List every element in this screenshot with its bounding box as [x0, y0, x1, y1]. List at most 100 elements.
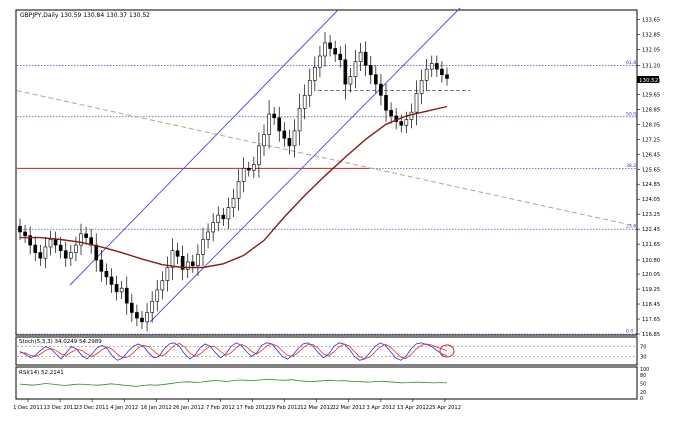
- time-tick-label: 13 Apr 2012: [397, 405, 429, 411]
- candle-body: [399, 121, 404, 126]
- fib-label: 50.0: [626, 111, 636, 117]
- candle-body: [135, 312, 139, 319]
- time-tick-label: 29 Feb 2012: [268, 405, 300, 411]
- price-tick-label: 131.20: [642, 63, 660, 69]
- time-tick-label: 16 Jan 2012: [141, 405, 172, 411]
- price-tick-label: 125.65: [642, 167, 660, 173]
- fib-label: 61.8: [626, 60, 636, 66]
- time-tick-label: 1 Dec 2011: [13, 405, 43, 411]
- candle-body: [79, 233, 83, 246]
- candle-body: [114, 284, 119, 293]
- candle-body: [99, 259, 104, 272]
- time-tick-label: 3 Apr 2012: [366, 405, 395, 411]
- candle-body: [216, 214, 221, 223]
- current-price-marker: 130.52: [637, 76, 659, 84]
- price-tick-label: 116.85: [642, 332, 660, 338]
- candle-body: [292, 130, 297, 147]
- candle-body: [440, 68, 444, 76]
- price-tick-label: 118.45: [642, 302, 660, 308]
- price-tick-label: 127.25: [642, 137, 660, 143]
- stoch-label: Stoch(5,3,3) 34.0249 54.2989: [19, 339, 102, 345]
- time-tick-label: 12 Mar 2012: [300, 405, 333, 411]
- candle-body: [353, 61, 358, 77]
- time-tick-label: 4 Jan 2012: [110, 405, 138, 411]
- candle-body: [409, 111, 414, 120]
- candle-body: [379, 83, 383, 96]
- current-price-box: [637, 76, 659, 83]
- candle-body: [419, 80, 424, 94]
- chart-header: GBPJPY,Daily 130.59 130.84 130.37 130.52: [20, 12, 150, 19]
- candle-body: [43, 246, 48, 259]
- stoch-highlight-circle: [439, 344, 455, 358]
- channel-lower-line: [149, 7, 461, 323]
- candle-body: [18, 226, 22, 233]
- candle-body: [196, 254, 200, 266]
- time-tick-label: 23 Dec 2011: [76, 405, 109, 411]
- candle-body: [206, 231, 210, 240]
- candle-body: [180, 256, 185, 270]
- price-axis: 133.65132.85132.05131.20130.40129.65128.…: [637, 17, 660, 338]
- candle-body: [358, 51, 363, 62]
- candle-body: [191, 261, 195, 266]
- price-tick-label: 119.25: [642, 287, 660, 293]
- candle-body: [69, 252, 73, 259]
- candle-body: [160, 280, 165, 291]
- candle-body: [53, 239, 58, 246]
- candle-body: [414, 93, 419, 113]
- stoch-d-line: [20, 343, 448, 360]
- candle-body: [175, 250, 180, 257]
- candle-body: [429, 63, 434, 70]
- candle-body: [424, 68, 429, 81]
- candle-body: [389, 109, 393, 117]
- candle-body: [74, 244, 78, 253]
- candle-body: [246, 168, 251, 171]
- candle-body: [119, 287, 124, 293]
- candle-body: [318, 55, 322, 68]
- candle-body: [140, 317, 144, 323]
- candle-body: [201, 239, 205, 255]
- price-tick-label: 117.65: [642, 317, 660, 323]
- rsi-label: RSI(14) 52.2141: [19, 370, 64, 376]
- candle-body: [63, 250, 68, 259]
- candle-body: [23, 231, 27, 237]
- time-tick-label: 22 Mar 2012: [332, 405, 365, 411]
- candle-body: [328, 42, 332, 49]
- candle-body: [241, 168, 246, 182]
- candle-body: [435, 63, 439, 70]
- time-tick-label: 17 Feb 2012: [236, 405, 268, 411]
- stoch-tick-label: 70: [640, 345, 647, 351]
- candle-body: [267, 113, 271, 135]
- stoch-tick-label: 30: [640, 355, 647, 361]
- stoch-frame: [15, 336, 638, 366]
- candle-body: [236, 181, 241, 199]
- price-tick-label: 129.65: [642, 92, 660, 98]
- main-panel: GBPJPY,Daily 130.59 130.84 130.37 130.52…: [15, 7, 660, 338]
- moving-average: [20, 105, 448, 269]
- price-tick-label: 124.05: [642, 197, 660, 203]
- rsi-tick-label: 80: [640, 373, 646, 379]
- rsi-frame: [15, 366, 638, 400]
- candle-body: [33, 244, 38, 253]
- candle-body: [231, 197, 236, 208]
- price-tick-label: 132.85: [642, 32, 660, 38]
- candle-body: [277, 117, 282, 132]
- fib-label: 23.6: [626, 224, 636, 230]
- channel-upper-line: [69, 9, 339, 286]
- trend-lines: [16, 7, 638, 323]
- price-tick-label: 132.05: [642, 47, 660, 53]
- price-tick-label: 121.65: [642, 242, 660, 248]
- rsi-tick-label: 20: [640, 390, 646, 396]
- price-tick-label: 133.65: [642, 17, 660, 23]
- candle-body: [165, 267, 170, 281]
- candle-body: [445, 74, 449, 79]
- candle-body: [297, 108, 302, 132]
- price-tick-label: 120.80: [642, 258, 660, 264]
- main-plot-frame: [15, 9, 638, 336]
- candle-body: [333, 48, 337, 55]
- candle-body: [343, 59, 348, 85]
- candle-body: [282, 130, 287, 139]
- candle-body: [145, 312, 149, 323]
- candle-body: [262, 134, 266, 147]
